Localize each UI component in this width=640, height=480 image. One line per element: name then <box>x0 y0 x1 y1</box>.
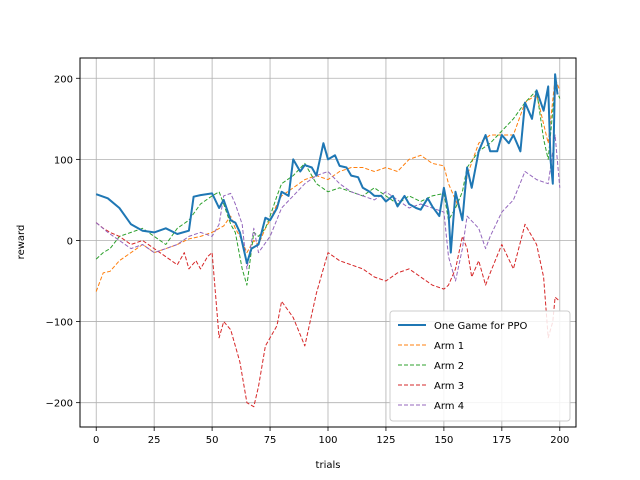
x-tick-label-4: 100 <box>318 435 337 446</box>
x-tick-label-2: 50 <box>206 435 219 446</box>
x-tick-label-0: 0 <box>93 435 99 446</box>
y-tick-label-0: −200 <box>46 399 73 410</box>
ticks: 0 25 50 75 100 125 150 175 200 −200 −100 0 100 200 <box>46 74 570 446</box>
legend-label-1: Arm 1 <box>434 341 464 352</box>
series-line-0 <box>95 73 559 265</box>
x-tick-label-6: 150 <box>434 435 453 446</box>
x-tick-label-3: 75 <box>264 435 277 446</box>
x-tick-label-1: 25 <box>148 435 161 446</box>
legend-box <box>389 310 571 422</box>
y-axis-label: reward <box>16 225 27 260</box>
series-line-4 <box>95 134 561 282</box>
x-tick-label-7: 175 <box>492 435 511 446</box>
legend-label-2: Arm 2 <box>434 361 464 372</box>
series-line-3 <box>95 222 561 408</box>
y-tick-label-1: −100 <box>46 318 73 329</box>
legend-label-3: Arm 3 <box>434 381 464 392</box>
legend-label-4: Arm 4 <box>434 401 464 412</box>
y-tick-label-3: 100 <box>54 155 73 166</box>
legend-label-0: One Game for PPO <box>434 321 527 332</box>
series-layer <box>95 73 561 408</box>
x-tick-label-8: 200 <box>550 435 569 446</box>
y-tick-label-4: 200 <box>54 74 73 85</box>
x-axis-label: trials <box>316 460 341 471</box>
y-tick-label-2: 0 <box>67 236 73 247</box>
series-line-2 <box>95 85 561 286</box>
x-tick-label-5: 125 <box>376 435 395 446</box>
legend: One Game for PPO Arm 1 Arm 2 Arm 3 Arm 4 <box>389 310 571 422</box>
